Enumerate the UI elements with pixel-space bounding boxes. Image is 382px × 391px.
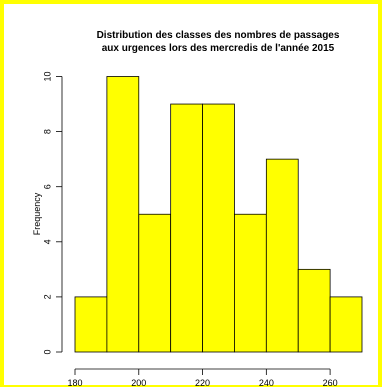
y-tick-label-4: 4 [42, 239, 52, 244]
y-axis: 0 2 4 6 8 10 [42, 71, 63, 355]
chart-title-line-1: Distribution des classes des nombres de … [97, 30, 340, 41]
bars-group [74, 76, 363, 353]
y-tick-label-2: 2 [42, 294, 52, 299]
x-tick-label-220: 220 [195, 378, 210, 388]
histogram-bar-2 [106, 76, 140, 353]
x-tick-label-240: 240 [259, 378, 274, 388]
y-tick-label-0: 0 [42, 349, 52, 354]
y-axis-label: Frequency [32, 192, 42, 235]
histogram-bar-3 [138, 213, 172, 353]
histogram-bar-7 [265, 158, 299, 353]
histogram-bar-9 [329, 296, 363, 353]
x-tick-label-200: 200 [131, 378, 146, 388]
chart-title-line-2: aux urgences lors des mercredis de l'ann… [102, 43, 335, 54]
y-tick-label-8: 8 [42, 129, 52, 134]
x-tick-label-180: 180 [67, 378, 82, 388]
x-axis: 180 200 220 240 260 [67, 368, 338, 388]
histogram-bar-5 [202, 103, 235, 353]
y-tick-label-6: 6 [42, 184, 52, 189]
histogram-bar-1 [74, 296, 108, 353]
histogram-bar-6 [234, 213, 267, 353]
histogram-chart: Distribution des classes des nombres de … [32, 30, 363, 388]
x-tick-label-260: 260 [323, 378, 338, 388]
histogram-bar-4 [170, 103, 203, 353]
y-tick-label-10: 10 [42, 71, 52, 81]
histogram-bar-8 [297, 268, 331, 353]
